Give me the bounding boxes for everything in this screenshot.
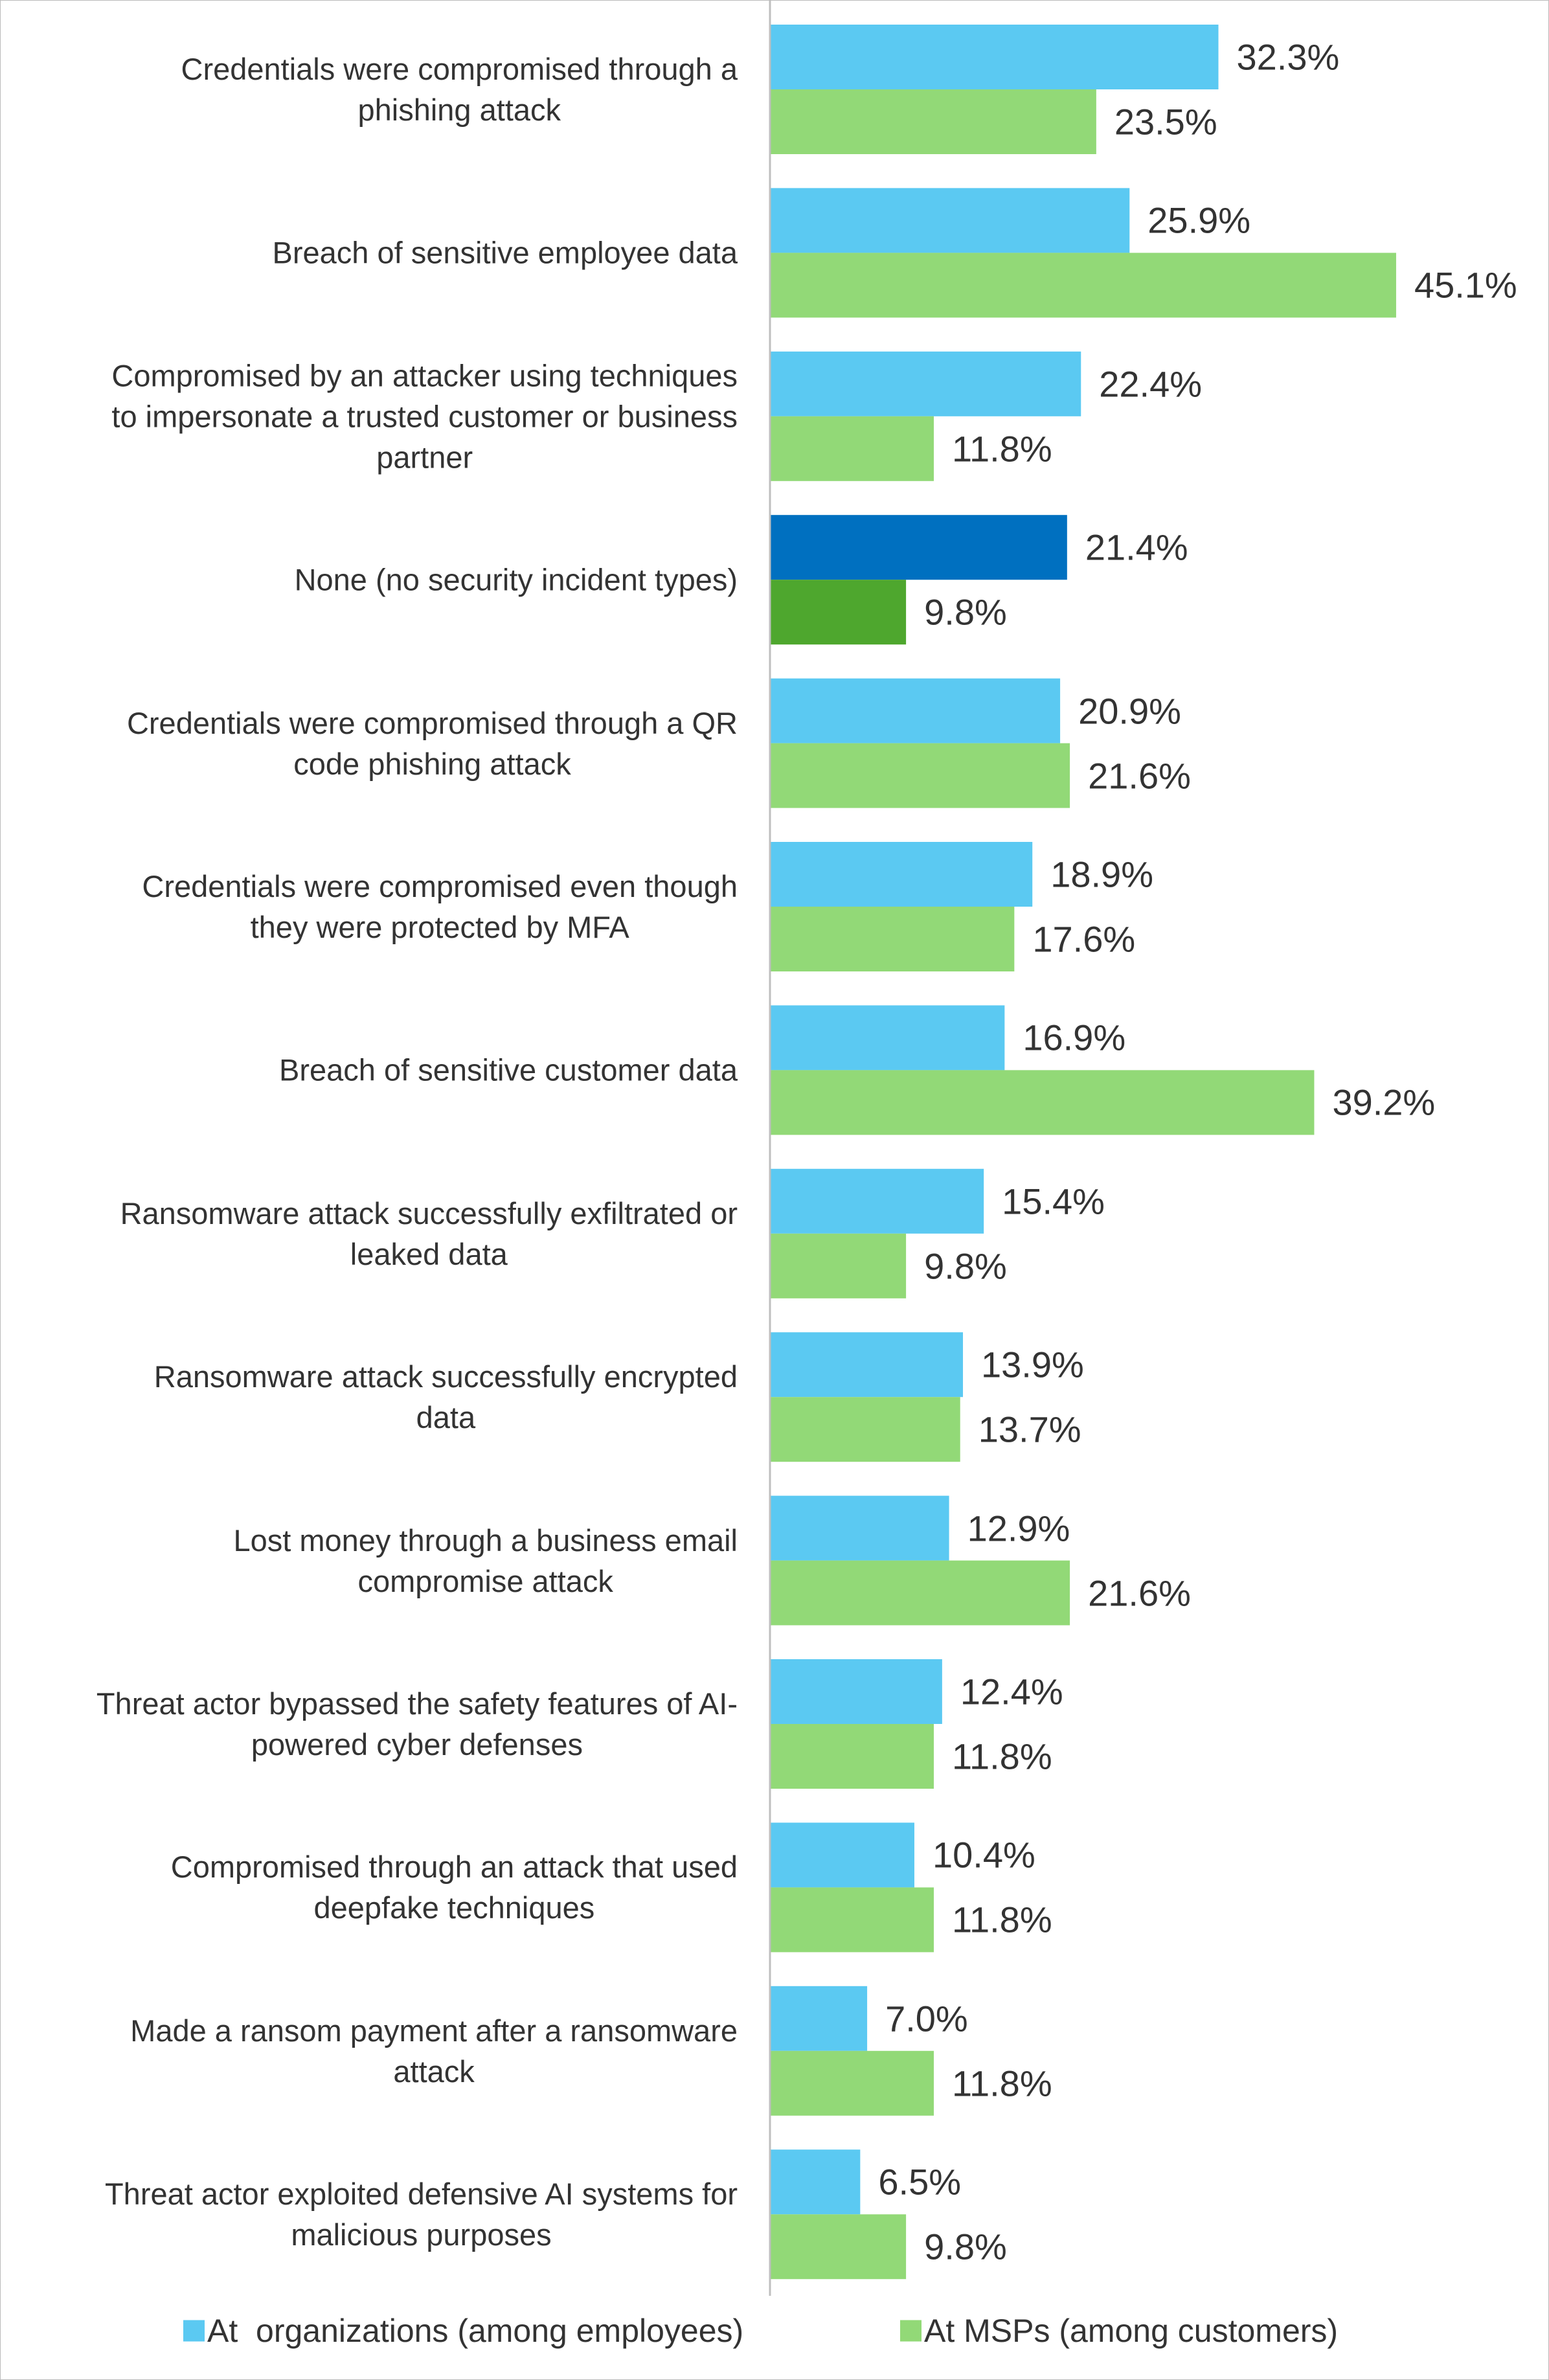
value-label: 13.9% [981, 1344, 1084, 1385]
value-label: 21.6% [1088, 1572, 1191, 1614]
legend-label: At MSPs (among customers) [924, 2313, 1339, 2349]
value-label: 11.8% [951, 1736, 1052, 1777]
bar [770, 351, 1081, 416]
bar [770, 188, 1130, 253]
bar [770, 25, 1219, 89]
category-label: Credentials were compromised even though… [142, 869, 738, 944]
category-label: Credentials were compromised through a p… [181, 52, 738, 127]
value-label: 13.7% [978, 1409, 1081, 1450]
value-label: 6.5% [878, 2161, 961, 2203]
category-label: Breach of sensitive employee data [272, 235, 738, 270]
bar [770, 907, 1015, 971]
value-label: 25.9% [1148, 199, 1251, 241]
category-label: Threat actor exploited defensive AI syst… [104, 2177, 738, 2252]
bar [770, 1233, 907, 1298]
value-label: 39.2% [1332, 1082, 1436, 1123]
bar [770, 1560, 1070, 1626]
bar [770, 1397, 960, 1462]
bar [770, 1070, 1315, 1135]
bar [770, 1822, 914, 1888]
value-label: 18.9% [1050, 854, 1153, 895]
bar [770, 253, 1396, 318]
value-label: 16.9% [1023, 1017, 1126, 1058]
category-label: Credentials were compromised through a Q… [126, 705, 738, 781]
category-label: Threat actor bypassed the safety feature… [96, 1686, 738, 1762]
value-label: 21.6% [1088, 755, 1191, 797]
bar [770, 1005, 1005, 1071]
value-label: 23.5% [1114, 101, 1217, 142]
bar [770, 2050, 934, 2116]
value-label: 21.4% [1085, 527, 1188, 568]
value-label: 45.1% [1414, 264, 1517, 306]
legend-swatch [900, 2320, 921, 2342]
value-label: 22.4% [1099, 363, 1203, 405]
value-label: 9.8% [924, 1245, 1007, 1287]
bar [770, 416, 934, 481]
bar [770, 1986, 868, 2051]
legend-swatch [183, 2320, 205, 2342]
bar [770, 1332, 964, 1398]
bar [770, 580, 907, 645]
value-label: 32.3% [1236, 36, 1340, 78]
category-label: Ransomware attack successfully exfiltrat… [120, 1196, 738, 1271]
value-label: 15.4% [1002, 1181, 1105, 1222]
bar [770, 842, 1033, 907]
bar [770, 1887, 934, 1953]
bar [770, 743, 1070, 808]
bar [770, 2149, 861, 2215]
value-label: 11.8% [951, 2063, 1052, 2104]
bar [770, 1659, 942, 1724]
category-label: Compromised through an attack that used … [170, 1850, 738, 1925]
category-label: Made a ransom payment after a ransomware… [130, 2013, 738, 2089]
value-label: 11.8% [951, 1899, 1052, 1940]
bar [770, 1724, 934, 1789]
value-label: 12.4% [960, 1671, 1063, 1712]
bar [770, 89, 1096, 154]
category-label: Compromised by an attacker using techniq… [111, 358, 738, 475]
bar [770, 1495, 949, 1561]
value-label: 17.6% [1032, 918, 1136, 960]
category-label: Ransomware attack successfully encrypted… [153, 1359, 738, 1435]
value-label: 12.9% [967, 1508, 1070, 1549]
category-label: Lost money through a business email comp… [233, 1523, 738, 1598]
category-label: Breach of sensitive customer data [279, 1052, 738, 1087]
value-label: 9.8% [924, 2226, 1007, 2267]
value-label: 11.8% [951, 428, 1052, 470]
value-label: 9.8% [924, 591, 1007, 633]
bar [770, 678, 1061, 743]
bar [770, 515, 1067, 580]
value-label: 7.0% [885, 1998, 968, 2039]
value-label: 20.9% [1078, 690, 1181, 732]
legend-label: At organizations (among employees) [207, 2313, 744, 2349]
bar [770, 1168, 984, 1234]
category-label: None (no security incident types) [294, 562, 738, 597]
bar [770, 2214, 907, 2280]
value-label: 10.4% [932, 1834, 1035, 1876]
